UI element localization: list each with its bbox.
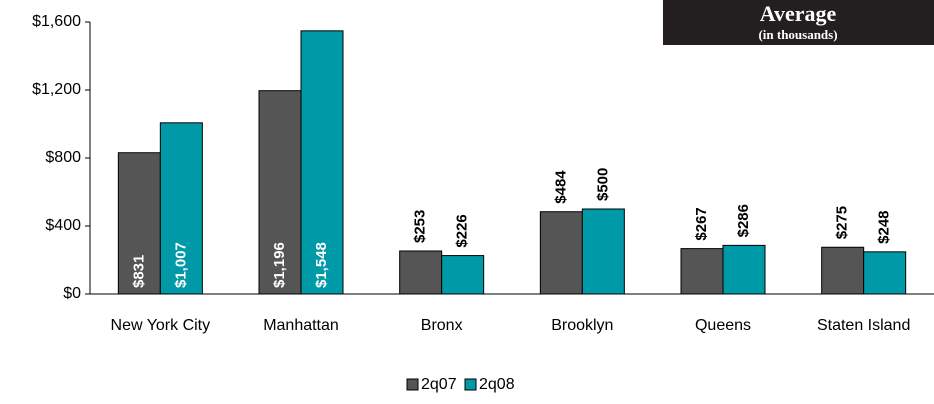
value-label: $248 [876, 210, 893, 243]
value-label: $1,196 [271, 242, 288, 288]
bar [399, 250, 443, 295]
value-label: $1,007 [172, 242, 189, 288]
bar [680, 248, 724, 295]
title-box [663, 0, 934, 45]
legend-swatch [406, 378, 419, 391]
value-label: $831 [130, 255, 147, 288]
x-tick-label: Brooklyn [551, 317, 613, 334]
x-tick-label: Staten Island [817, 317, 910, 334]
y-tick-label: $0 [63, 285, 81, 302]
bar [863, 251, 907, 295]
bar [722, 244, 766, 295]
y-tick-label: $1,200 [32, 81, 81, 98]
x-tick-label: Bronx [421, 317, 463, 334]
y-tick-label: $400 [45, 217, 81, 234]
y-tick-label: $1,600 [32, 13, 81, 30]
bar [581, 208, 625, 295]
x-tick-label: New York City [111, 317, 211, 334]
bar [441, 255, 485, 295]
value-label: $286 [735, 204, 752, 237]
value-label: $253 [412, 210, 429, 243]
chart-subtitle: (in thousands) [758, 27, 837, 42]
x-tick-label: Queens [695, 317, 751, 334]
y-tick-label: $800 [45, 149, 81, 166]
value-label: $1,548 [313, 242, 330, 288]
value-label: $226 [454, 214, 471, 247]
legend-swatch [464, 378, 477, 391]
bar [539, 211, 583, 295]
legend-label: 2q08 [479, 376, 515, 393]
legend-label: 2q07 [421, 376, 457, 393]
value-label: $275 [834, 206, 851, 239]
bar [821, 246, 865, 295]
value-label: $484 [552, 170, 569, 204]
chart-title: Average [760, 1, 837, 26]
x-tick-label: Manhattan [263, 317, 339, 334]
value-label: $267 [693, 207, 710, 240]
value-label: $500 [594, 168, 611, 201]
